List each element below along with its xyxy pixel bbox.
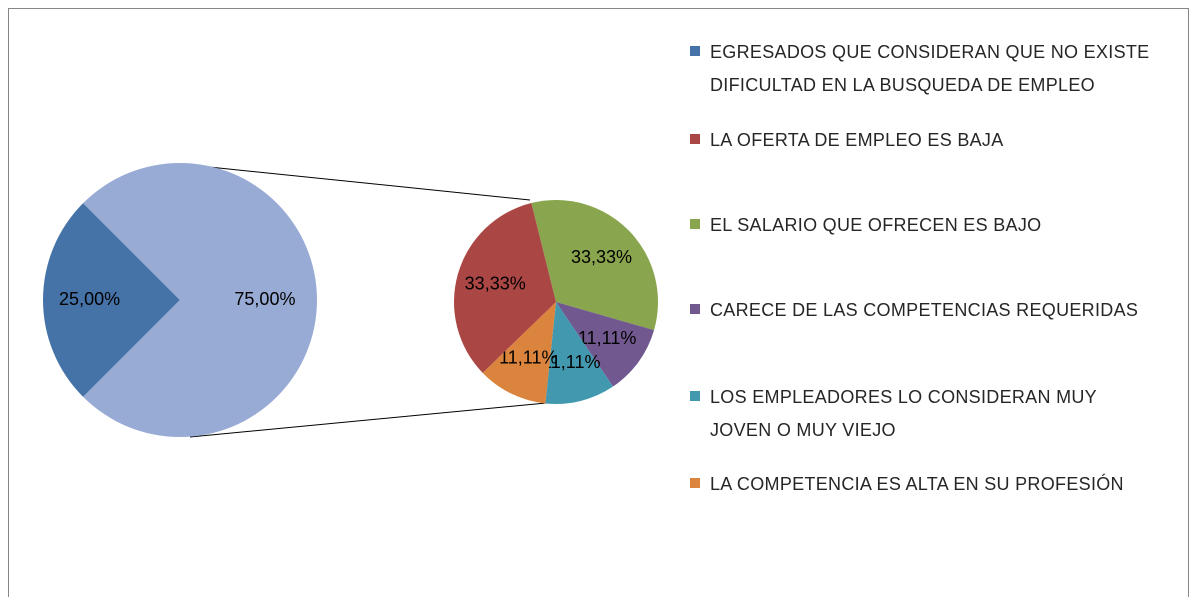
pie-slice: [482, 302, 556, 404]
data-label: 11,11%: [499, 348, 557, 368]
legend-label: EGRESADOS QUE CONSIDERAN QUE NO EXISTE D…: [710, 42, 1150, 95]
pie-slice: [545, 302, 614, 404]
pie-slice: [556, 302, 655, 387]
legend-item: CARECE DE LAS COMPETENCIAS REQUERIDAS: [690, 294, 1160, 327]
legend-label: EL SALARIO QUE OFRECEN ES BAJO: [710, 215, 1042, 235]
legend-item: LA COMPETENCIA ES ALTA EN SU PROFESIÓN: [690, 468, 1160, 501]
legend-item: EGRESADOS QUE CONSIDERAN QUE NO EXISTE D…: [690, 36, 1160, 102]
pie-slice: [454, 203, 556, 373]
data-label: 33,33%: [571, 247, 632, 267]
legend-swatch: [690, 219, 700, 229]
data-label: 75,00%: [234, 289, 295, 309]
data-label: 25,00%: [59, 289, 120, 309]
legend-swatch: [690, 391, 700, 401]
legend-item: EL SALARIO QUE OFRECEN ES BAJO: [690, 209, 1160, 242]
legend-label: LA OFERTA DE EMPLEO ES BAJA: [710, 130, 1004, 150]
data-label: 33,33%: [465, 273, 526, 293]
legend-label: LOS EMPLEADORES LO CONSIDERAN MUY JOVEN …: [710, 387, 1097, 440]
legend-swatch: [690, 478, 700, 488]
connector-line: [189, 402, 547, 438]
data-label: 11,11%: [542, 352, 600, 372]
pie-slice: [531, 200, 659, 331]
legend-swatch: [690, 46, 700, 56]
legend-label: CARECE DE LAS COMPETENCIAS REQUERIDAS: [710, 300, 1139, 320]
legend-item: LA OFERTA DE EMPLEO ES BAJA: [690, 124, 1160, 157]
connector-line: [189, 164, 531, 201]
legend-item: LOS EMPLEADORES LO CONSIDERAN MUY JOVEN …: [690, 381, 1160, 447]
pie-slice: [83, 162, 318, 437]
legend-swatch: [690, 134, 700, 144]
data-label: 11,11%: [578, 328, 636, 348]
legend-label: LA COMPETENCIA ES ALTA EN SU PROFESIÓN: [710, 474, 1124, 494]
pie-slice: [43, 203, 180, 397]
legend-swatch: [690, 304, 700, 314]
